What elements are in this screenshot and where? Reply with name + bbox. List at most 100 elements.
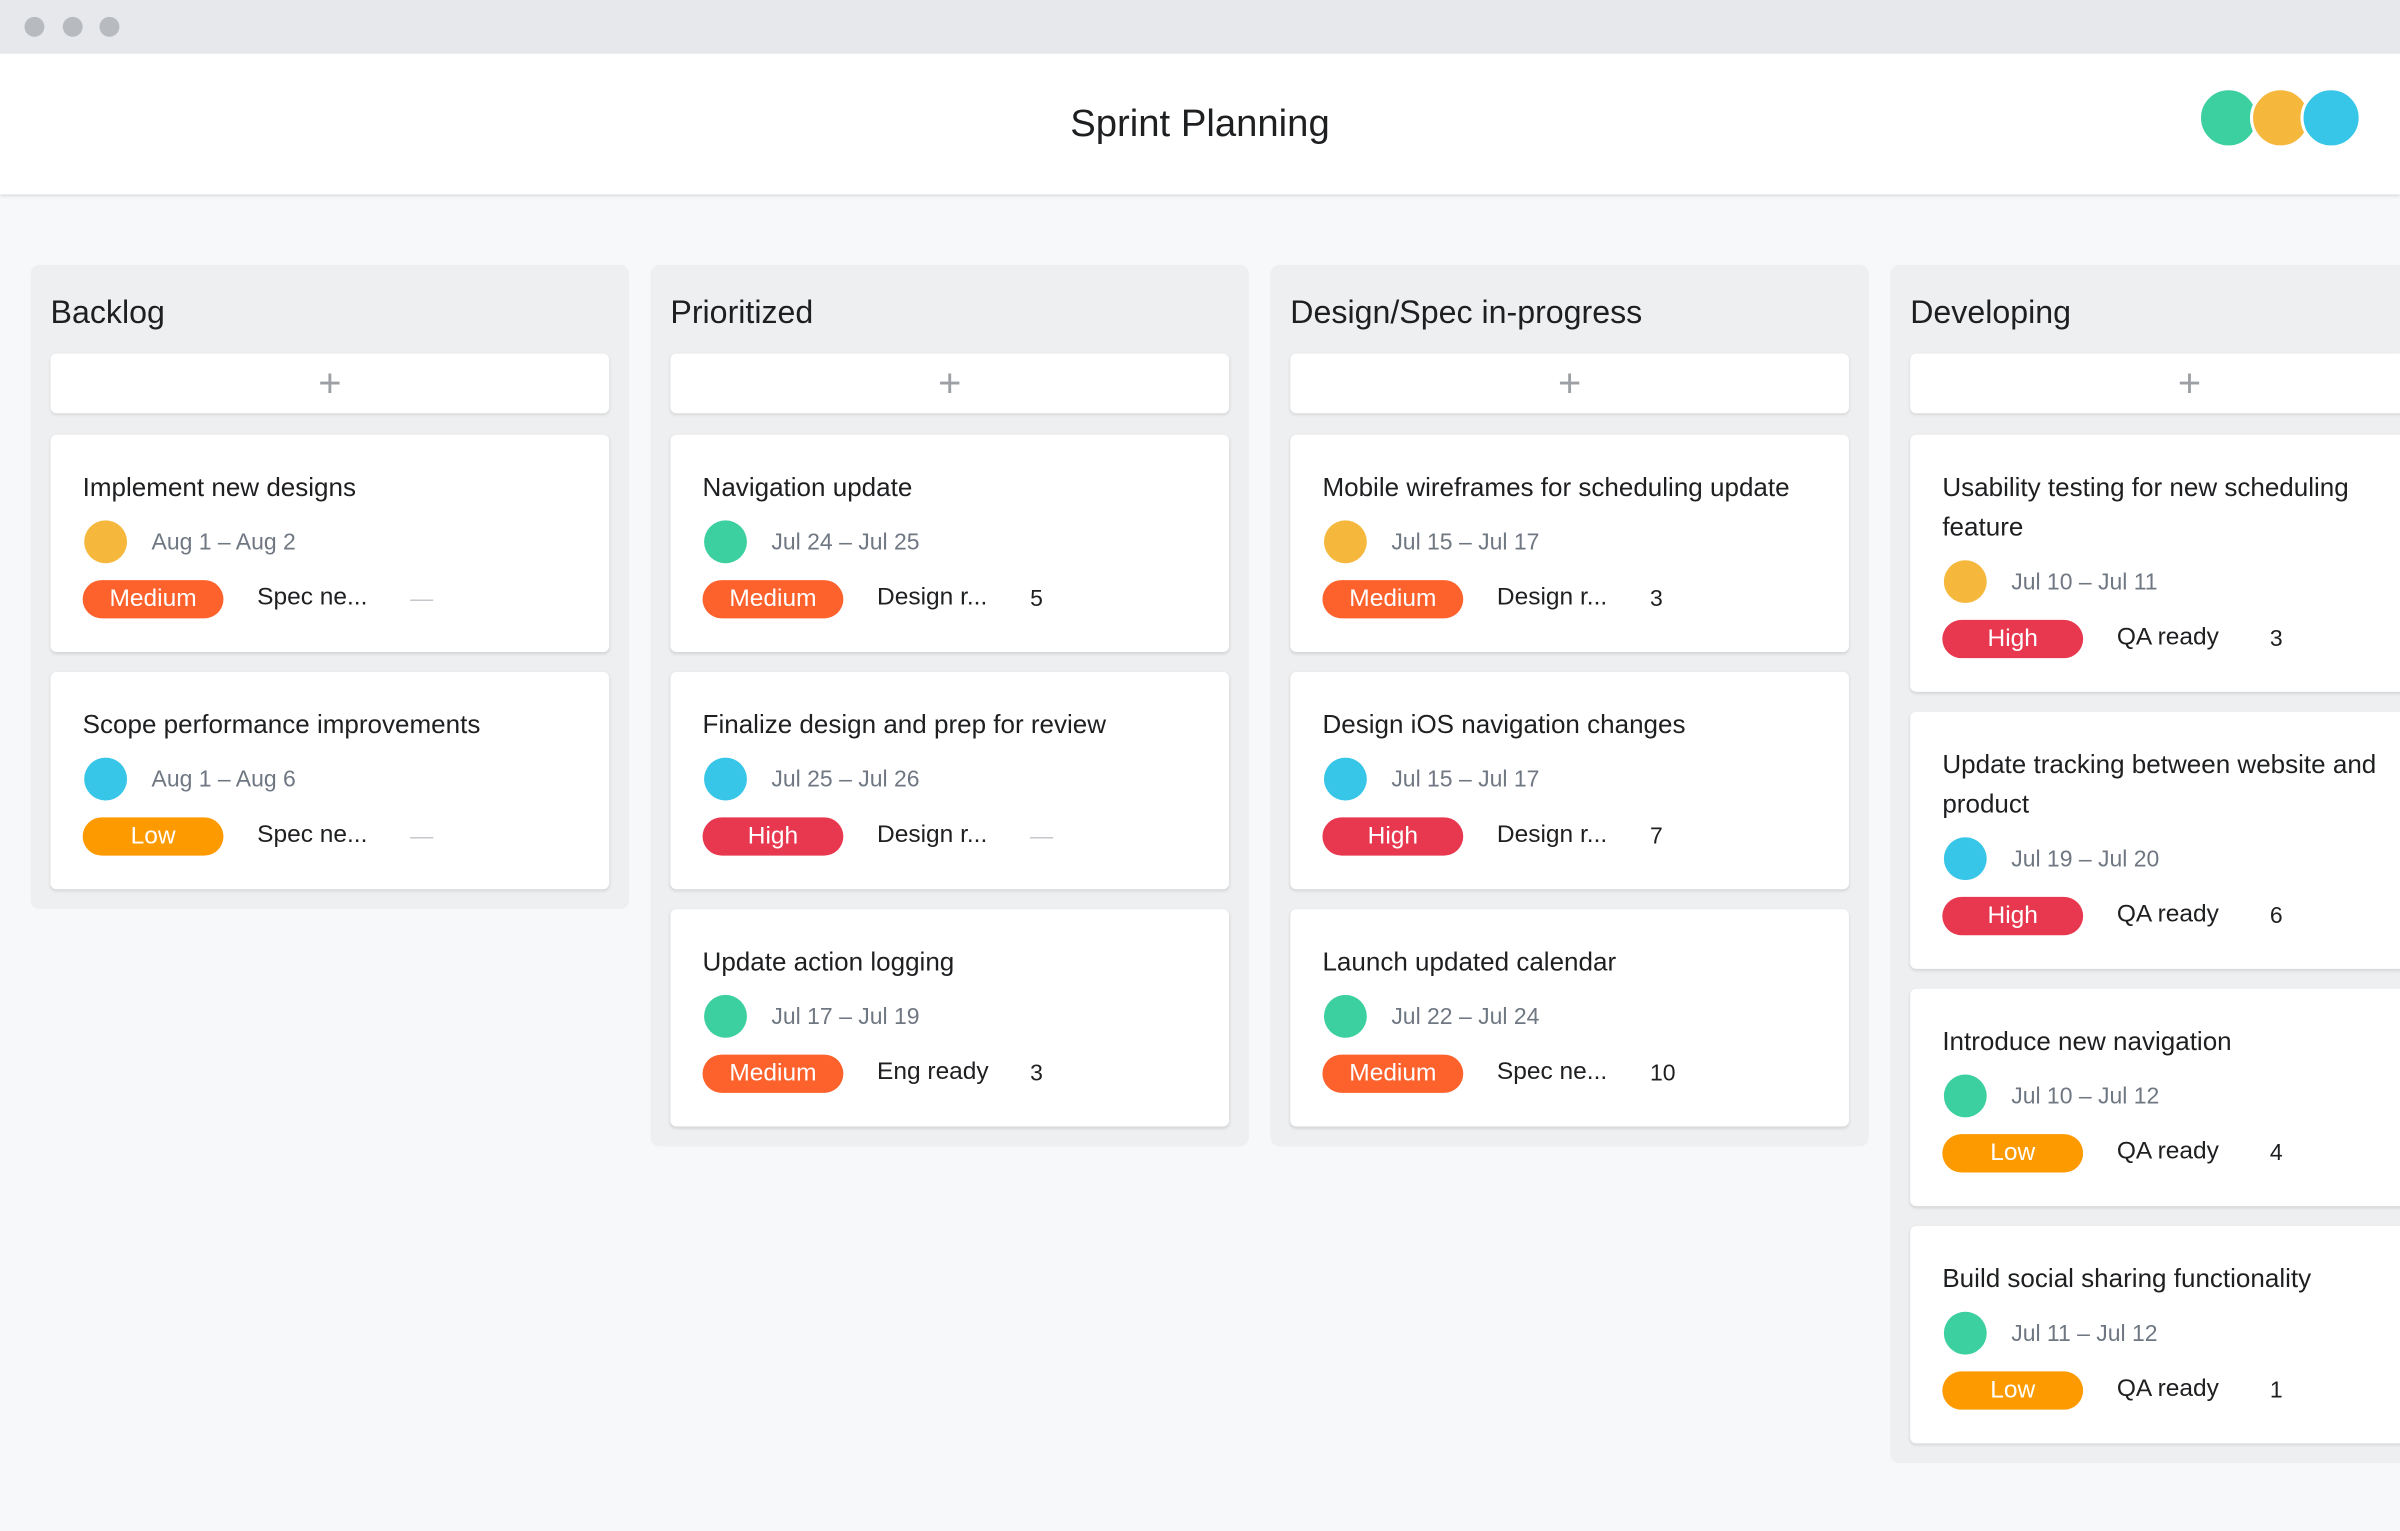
task-title: Update tracking between website and prod… [1942,749,2377,819]
task-fields: Medium Spec ne... — [82,579,577,619]
task-card[interactable]: Update tracking between website and prod… [1910,711,2400,969]
assignee-avatar [84,520,128,564]
task-card[interactable]: Launch updated calendar Jul 22 – Jul 24 Me… [1290,909,1849,1127]
status-field: QA ready [2116,624,2219,651]
task-dates: Jul 25 – Jul 26 [771,766,920,793]
task-card[interactable]: Update action logging Jul 17 – Jul 19 Medi… [670,909,1230,1127]
task-title: Implement new designs [82,472,357,503]
window-dot [62,16,83,37]
task-card[interactable]: Design iOS navigation changes Jul 15 – Ju… [1290,671,1849,890]
task-dates: Jul 24 – Jul 25 [771,528,920,555]
window-dot [24,16,45,37]
task-fields: High Design r... 7 [1322,816,1816,856]
column: Developing + Usability testing for new sch… [1890,264,2400,1464]
task-dates: Jul 15 – Jul 17 [1391,528,1540,555]
subtask-count: — [1030,822,1054,849]
member-avatar[interactable] [2197,87,2260,149]
status-field: Design r... [1496,584,1608,611]
task-title: Update action logging [702,947,955,977]
header: Sprint Planning [0,53,2400,195]
task-dates: Jul 19 – Jul 20 [2011,845,2160,872]
task-title: Design iOS navigation changes [1322,710,1686,740]
subtask-count: 3 [2269,625,2283,652]
status-field: Spec ne... [257,821,368,848]
column-title: Design/Spec in-progress [1290,295,1643,331]
task-fields: High QA ready 3 [1942,618,2400,658]
task-meta: Jul 10 – Jul 12 [1942,1071,2400,1120]
task-meta: Jul 11 – Jul 12 [1942,1309,2400,1358]
task-meta: Jul 19 – Jul 20 [1942,834,2400,883]
task-title: Mobile wireframes for scheduling update [1322,472,1790,503]
task-meta: Jul 24 – Jul 25 [703,517,1197,566]
member-avatar[interactable] [2300,87,2362,149]
priority-tag: Medium [1322,1053,1464,1093]
subtask-count: 10 [1649,1059,1676,1086]
subtask-count: 6 [2269,902,2283,929]
task-meta: Jul 15 – Jul 17 [1322,517,1816,566]
column: Prioritized + Navigation update Jul 24 – Ju… [650,264,1249,1147]
priority-tag: Medium [82,579,224,618]
task-card[interactable]: Usability testing for new scheduling fea… [1910,434,2400,692]
assignee-avatar [704,994,747,1038]
column: Design/Spec in-progress + Mobile wireframe… [1270,264,1869,1147]
task-meta: Jul 25 – Jul 26 [703,755,1197,804]
add-task-button[interactable]: + [50,353,610,414]
task-dates: Jul 10 – Jul 11 [2011,568,2158,595]
status-field: Design r... [877,584,988,611]
task-card[interactable]: Finalize design and prep for review Jul 2… [670,671,1230,890]
add-task-button[interactable]: + [1290,353,1849,414]
task-meta: Jul 17 – Jul 19 [703,992,1197,1041]
column-title: Prioritized [670,295,814,331]
task-card[interactable]: Mobile wireframes for scheduling update J… [1290,434,1849,653]
status-field: QA ready [2116,901,2219,928]
assignee-avatar [1323,520,1367,564]
task-title: Launch updated calendar [1322,947,1617,977]
task-fields: High QA ready 6 [1942,895,2400,935]
task-card[interactable]: Scope performance improvements Aug 1 – Au… [50,671,610,890]
task-card[interactable]: Introduce new navigation Jul 10 – Jul 12 L… [1910,988,2400,1207]
assignee-avatar [704,757,747,801]
priority-tag: Medium [1322,579,1464,618]
task-meta: Jul 10 – Jul 11 [1942,557,2400,606]
task-fields: Low Spec ne... — [82,816,577,856]
assignee-avatar [1943,1074,1987,1118]
task-dates: Jul 17 – Jul 19 [771,1003,920,1030]
column: Backlog + Implement new designs Aug 1 – Aug… [30,264,630,910]
status-field: Spec ne... [257,584,368,611]
task-fields: Low QA ready 4 [1942,1133,2400,1173]
card-list: Usability testing for new scheduling fea… [1910,434,2400,1444]
priority-tag: Low [1942,1133,2084,1172]
task-card[interactable]: Navigation update Jul 24 – Jul 25 Medium De… [670,434,1230,653]
task-card[interactable]: Implement new designs Aug 1 – Aug 2 Medium… [50,434,610,653]
task-fields: Low QA ready 1 [1942,1370,2400,1410]
assignee-avatar [1323,757,1367,801]
task-dates: Aug 1 – Aug 2 [151,528,296,555]
task-card[interactable]: Build social sharing functionality Jul 11… [1910,1226,2400,1444]
assignee-avatar [1943,1311,1987,1355]
column-title: Developing [1910,295,2072,331]
task-title: Finalize design and prep for review [702,710,1107,740]
status-field: Spec ne... [1496,1059,1608,1086]
add-task-button[interactable]: + [670,353,1230,414]
card-list: Mobile wireframes for scheduling update J… [1290,434,1849,1127]
task-dates: Jul 10 – Jul 12 [2011,1082,2160,1109]
priority-tag: Medium [702,1053,844,1093]
priority-tag: High [1322,816,1464,855]
subtask-count: 3 [1030,1059,1043,1086]
priority-tag: Medium [702,579,844,618]
task-fields: Medium Design r... 5 [702,579,1197,619]
window-dot [99,16,120,37]
add-task-button[interactable]: + [1910,353,2400,414]
status-field: Design r... [877,821,988,848]
task-meta: Aug 1 – Aug 2 [83,517,577,566]
page-title: Sprint Planning [1070,102,1330,146]
task-dates: Jul 11 – Jul 12 [2011,1320,2158,1347]
task-meta: Jul 22 – Jul 24 [1322,992,1816,1041]
column-title: Backlog [50,295,165,331]
card-list: Implement new designs Aug 1 – Aug 2 Medium… [50,434,610,890]
task-fields: Medium Design r... 3 [1322,579,1816,619]
task-meta: Aug 1 – Aug 6 [83,755,577,804]
priority-tag: Low [1942,1370,2084,1409]
